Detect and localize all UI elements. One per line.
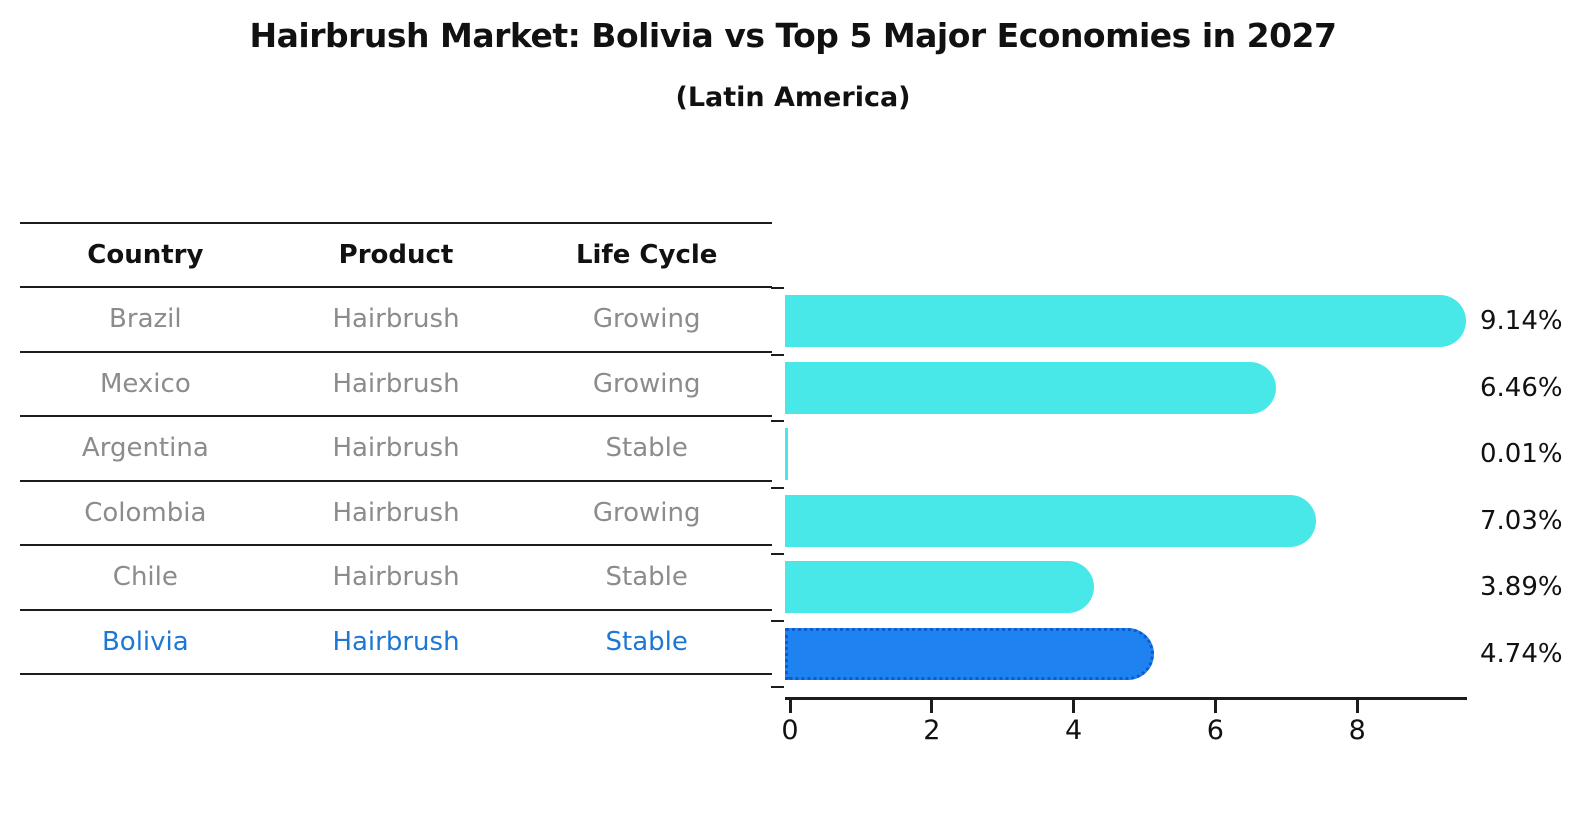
bar-value-label: 7.03% [1480,505,1563,536]
x-tick-mark [1213,697,1217,713]
bar-value-label: 3.89% [1480,572,1563,603]
life-cycle-cell: Growing [592,304,701,335]
table-row: Mexico Hairbrush Growing [20,353,772,417]
product-cell: Hairbrush [332,497,460,528]
bar-argentina [785,428,788,480]
country-cell: Colombia [84,497,207,528]
table-row: Bolivia Hairbrush Stable [20,611,772,675]
x-tick-label: 8 [1348,715,1366,746]
bar-brazil [785,295,1466,347]
bar-mexico [785,361,1276,414]
x-tick-mark [788,697,792,713]
chart-title: Hairbrush Market: Bolivia vs Top 5 Major… [249,16,1337,55]
x-tick-mark [1355,697,1359,713]
country-cell: Chile [112,562,178,593]
bar-value-label: 4.74% [1480,638,1563,669]
bar-chile [785,561,1094,613]
table-row: Argentina Hairbrush Stable [20,417,772,482]
x-tick-mark [930,697,934,713]
product-cell: Hairbrush [332,433,460,464]
x-tick-label: 6 [1206,715,1224,746]
data-table: Country Product Life Cycle Brazil Hairbru… [20,222,772,675]
header-product: Product [338,240,454,270]
product-cell: Hairbrush [332,562,460,593]
y-tick-mark [771,353,784,356]
table-row: Brazil Hairbrush Growing [20,288,772,353]
life-cycle-cell: Growing [592,368,701,399]
life-cycle-cell: Stable [605,562,688,593]
country-cell: Bolivia [101,626,189,657]
country-cell: Brazil [109,304,182,335]
bar-value-label: 6.46% [1480,372,1563,403]
header-country: Country [87,240,204,270]
y-tick-mark [771,287,784,289]
chart-subtitle: (Latin America) [675,82,911,113]
bar-value-label: 9.14% [1480,306,1563,337]
product-cell: Hairbrush [332,368,460,399]
table-row: Colombia Hairbrush Growing [20,482,772,546]
x-tick-label: 4 [1065,715,1083,746]
x-axis-line [785,697,1467,700]
x-axis-ticks: 0 2 4 6 8 [781,697,1467,747]
bar-value-label: 0.01% [1480,439,1563,470]
y-tick-mark [771,619,784,622]
country-cell: Mexico [99,368,191,399]
plot-area [785,288,1467,688]
x-tick-mark [1072,697,1076,713]
life-cycle-cell: Stable [605,626,688,657]
product-cell: Hairbrush [332,304,460,335]
product-cell: Hairbrush [332,626,460,657]
y-tick-mark [771,553,784,555]
life-cycle-cell: Stable [605,433,688,464]
country-cell: Argentina [81,433,209,464]
table-body: Brazil Hairbrush Growing Mexico Hairbrush Gro… [20,288,772,675]
y-tick-mark [771,420,784,422]
bar-colombia [785,494,1316,547]
table-row: Chile Hairbrush Stable [20,546,772,611]
bar-bolivia [785,627,1154,680]
y-tick-mark [771,486,784,489]
x-tick-label: 0 [781,715,799,746]
bar-value-labels: 9.14% 6.46% 0.01% 7.03% 3.89% 4.74% [1480,288,1586,688]
header-life-cycle: Life Cycle [575,240,718,270]
x-tick-label: 2 [923,715,941,746]
life-cycle-cell: Growing [592,497,701,528]
table-header-row: Country Product Life Cycle [20,224,772,288]
y-tick-mark [771,686,784,688]
